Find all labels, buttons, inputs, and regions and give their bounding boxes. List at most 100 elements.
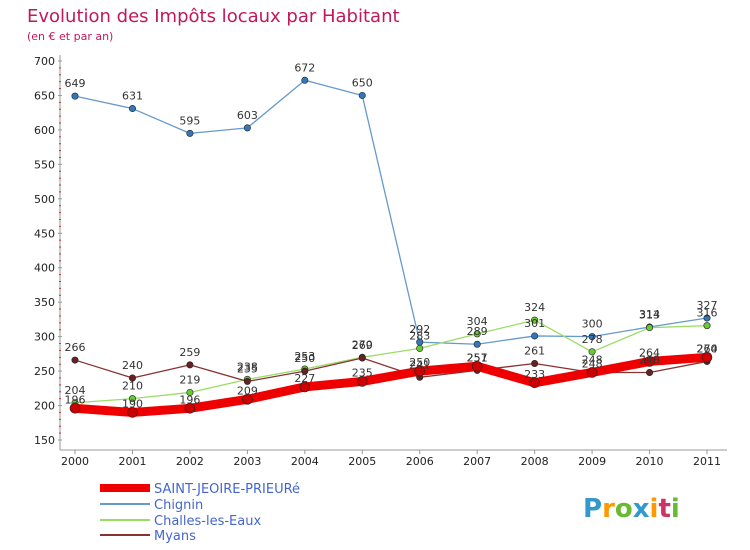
data-label: 257 <box>467 351 488 364</box>
data-point <box>71 356 79 364</box>
data-label: 259 <box>179 346 200 359</box>
data-label: 250 <box>409 356 430 369</box>
data-label: 250 <box>294 352 315 365</box>
data-point <box>531 316 539 324</box>
data-label: 264 <box>639 346 660 359</box>
data-label: 210 <box>122 380 143 393</box>
data-point <box>356 376 368 387</box>
y-tick-label: 600 <box>34 124 55 137</box>
x-tick-label: 2005 <box>348 455 376 468</box>
data-point <box>243 124 251 132</box>
data-point <box>646 368 654 376</box>
data-label: 233 <box>524 368 545 381</box>
data-label: 304 <box>467 315 488 328</box>
data-label: 204 <box>65 384 86 397</box>
data-label: 248 <box>582 357 603 370</box>
chart-title: Evolution des Impôts locaux par Habitant <box>27 6 400 27</box>
data-point <box>471 360 483 372</box>
data-point <box>416 344 424 352</box>
y-tick-label: 400 <box>34 262 55 275</box>
data-label: 219 <box>179 373 200 386</box>
data-label: 190 <box>122 397 143 410</box>
data-label: 240 <box>122 359 143 372</box>
proxiti-logo: Proxiti <box>583 494 680 524</box>
data-point <box>242 394 253 405</box>
data-label: 672 <box>294 61 315 74</box>
data-label: 241 <box>409 358 430 371</box>
legend-label-2: Challes-les-Eaux <box>154 514 261 529</box>
x-tick-label: 2003 <box>233 455 261 468</box>
x-tick-label: 2006 <box>406 455 434 468</box>
data-label: 227 <box>294 372 315 385</box>
data-label: 283 <box>409 329 430 342</box>
data-point <box>184 403 196 414</box>
data-point <box>473 340 481 348</box>
logo-letter: i <box>671 494 680 524</box>
data-point <box>531 332 539 340</box>
y-tick-label: 700 <box>34 55 55 68</box>
series-line-0 <box>70 352 712 417</box>
data-point <box>358 354 366 362</box>
y-tick-label: 550 <box>34 158 55 171</box>
x-tick-label: 2007 <box>463 455 491 468</box>
data-point <box>703 322 711 330</box>
legend-label-0: SAINT-JEOIRE-PRIEURé <box>154 482 300 497</box>
data-label: 253 <box>294 350 315 363</box>
data-label: 248 <box>582 353 603 366</box>
data-label: 235 <box>237 362 258 375</box>
data-point <box>301 367 309 375</box>
data-point <box>301 76 309 84</box>
y-tick-label: 500 <box>34 193 55 206</box>
data-label: 292 <box>409 323 430 336</box>
data-label: 278 <box>582 333 603 346</box>
data-label: 301 <box>524 317 545 330</box>
data-label: 209 <box>237 384 258 397</box>
data-label: 327 <box>697 299 718 312</box>
logo-letter: i <box>650 494 659 524</box>
data-point <box>128 374 136 382</box>
data-label: 248 <box>639 353 660 366</box>
logo-letter: x <box>633 494 650 524</box>
logo-letter: t <box>658 494 670 524</box>
data-point <box>299 381 311 393</box>
data-label: 316 <box>697 307 718 320</box>
data-point <box>644 356 655 367</box>
data-point <box>588 333 596 341</box>
data-point <box>701 352 713 363</box>
y-tick-label: 250 <box>34 365 55 378</box>
data-point <box>71 92 79 100</box>
data-label: 251 <box>467 351 488 364</box>
y-tick-label: 450 <box>34 227 55 240</box>
x-tick-label: 2004 <box>291 455 319 468</box>
data-label: 324 <box>524 301 545 314</box>
data-label: 650 <box>352 76 373 89</box>
data-label: 649 <box>65 77 86 90</box>
data-label: 270 <box>352 338 373 351</box>
series-line-1 <box>74 79 708 345</box>
data-point <box>186 129 194 137</box>
data-point <box>69 403 81 414</box>
x-tick-label: 2011 <box>693 455 721 468</box>
y-tick-label: 650 <box>34 89 55 102</box>
data-label: 196 <box>179 393 200 406</box>
y-tick-label: 150 <box>34 434 55 447</box>
x-tick-label: 2000 <box>61 455 89 468</box>
data-label: 261 <box>524 345 545 358</box>
data-point <box>243 377 251 385</box>
logo-letter: P <box>583 494 602 524</box>
data-label: 314 <box>639 308 660 321</box>
y-tick-label: 350 <box>34 296 55 309</box>
legend-label-1: Chignin <box>154 498 203 513</box>
data-point <box>646 324 654 332</box>
data-label: 603 <box>237 109 258 122</box>
data-label: 196 <box>65 393 86 406</box>
series-line-2 <box>74 319 708 404</box>
x-tick-label: 2002 <box>176 455 204 468</box>
data-point <box>529 377 540 389</box>
data-point <box>186 388 194 396</box>
data-label: 300 <box>582 318 603 331</box>
data-label: 631 <box>122 90 143 103</box>
data-label: 266 <box>65 341 86 354</box>
